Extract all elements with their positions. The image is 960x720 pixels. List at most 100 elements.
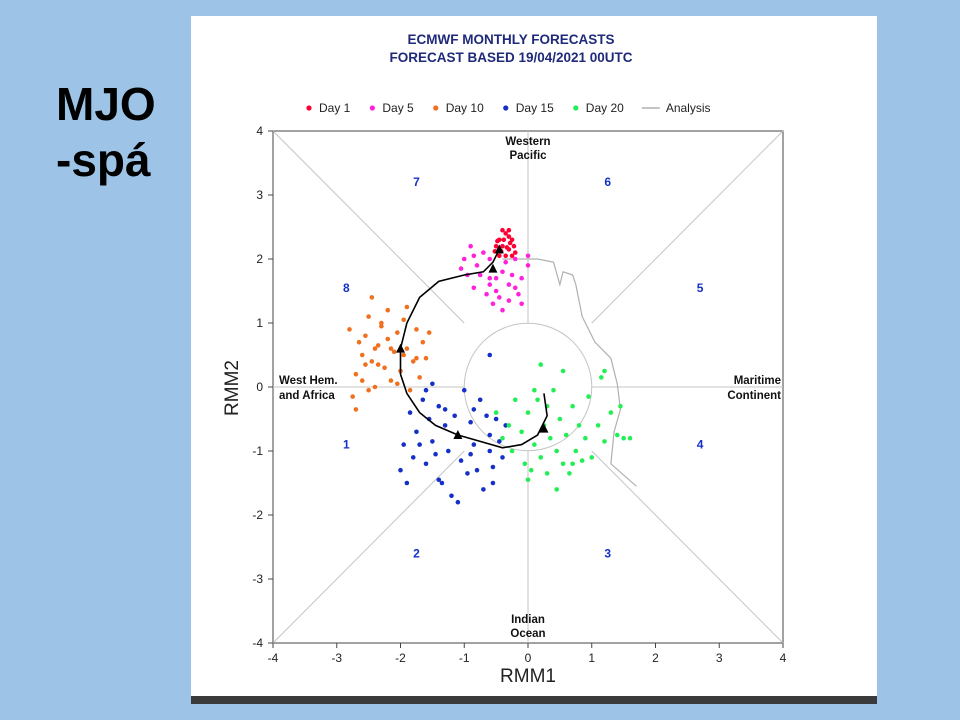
legend-marker xyxy=(369,105,375,111)
data-point xyxy=(433,451,438,457)
data-point xyxy=(465,471,470,476)
data-point xyxy=(516,291,521,297)
region-label-bottom: Indian xyxy=(511,614,545,626)
data-point xyxy=(503,231,508,236)
legend-label: Day 20 xyxy=(586,101,624,115)
data-point xyxy=(522,461,528,467)
data-point xyxy=(347,327,352,332)
data-point xyxy=(461,256,467,262)
analysis-line xyxy=(502,258,637,487)
data-point xyxy=(497,439,502,444)
data-point xyxy=(414,327,419,332)
y-tick-label: -1 xyxy=(252,444,263,458)
data-point xyxy=(627,435,633,441)
data-point xyxy=(560,368,566,374)
data-point xyxy=(538,362,544,367)
data-point xyxy=(525,477,531,483)
forecast-figure: ECMWF MONTHLY FORECASTS FORECAST BASED 1… xyxy=(191,16,877,696)
legend-label: Day 10 xyxy=(446,101,484,115)
diagonal-line xyxy=(591,450,784,644)
data-point xyxy=(379,320,384,326)
data-point xyxy=(579,458,585,463)
data-point xyxy=(618,403,623,409)
x-tick-label: 2 xyxy=(652,651,659,665)
data-point xyxy=(369,359,375,364)
y-tick-label: 4 xyxy=(256,124,263,138)
slide-title-line-1: MJO xyxy=(56,78,156,130)
x-tick-label: 4 xyxy=(780,651,787,665)
data-point xyxy=(495,238,500,244)
region-label-left: West Hem. xyxy=(279,375,338,387)
data-point xyxy=(468,243,473,249)
data-point xyxy=(363,333,368,339)
data-point xyxy=(532,387,537,393)
data-point xyxy=(410,455,416,460)
data-point xyxy=(446,448,451,454)
phase-number: 6 xyxy=(604,175,611,189)
data-point xyxy=(477,272,483,278)
data-point xyxy=(417,375,422,380)
data-point xyxy=(461,387,467,393)
data-point xyxy=(583,435,588,441)
data-point xyxy=(401,352,406,358)
data-point xyxy=(414,429,419,435)
data-point xyxy=(570,461,575,467)
data-point xyxy=(551,387,556,393)
data-point xyxy=(481,250,486,255)
data-point xyxy=(535,397,540,403)
data-point xyxy=(504,245,510,250)
data-point xyxy=(602,368,607,374)
data-point xyxy=(417,442,422,447)
x-tick-label: 0 xyxy=(525,651,532,665)
data-point xyxy=(407,410,413,415)
phase-number: 8 xyxy=(343,281,350,295)
data-point xyxy=(586,394,591,399)
data-point xyxy=(503,253,508,259)
data-point xyxy=(484,291,489,297)
y-tick-label: 1 xyxy=(256,316,263,330)
data-point xyxy=(506,227,512,233)
data-point xyxy=(519,301,524,307)
y-tick-label: 2 xyxy=(256,252,263,266)
region-label-top: Western xyxy=(505,136,550,148)
data-point xyxy=(490,301,496,307)
data-point xyxy=(471,407,477,412)
mjo-phase-diagram: ECMWF MONTHLY FORECASTS FORECAST BASED 1… xyxy=(222,32,787,687)
data-point xyxy=(395,330,400,335)
data-point xyxy=(487,448,493,454)
data-point xyxy=(487,275,493,281)
data-point xyxy=(442,407,448,412)
data-point xyxy=(407,387,413,393)
data-point xyxy=(589,455,595,460)
region-label-left: and Africa xyxy=(279,390,335,402)
ensemble-mean-line xyxy=(399,249,548,449)
data-point xyxy=(372,346,378,351)
data-point xyxy=(567,471,572,476)
data-point xyxy=(493,410,499,415)
data-point xyxy=(570,403,575,409)
diagonal-line xyxy=(591,130,784,324)
x-tick-label: -2 xyxy=(395,651,406,665)
data-point xyxy=(423,355,429,361)
data-point xyxy=(509,448,515,454)
data-point xyxy=(487,352,493,358)
legend-marker xyxy=(573,105,579,111)
data-point xyxy=(487,282,493,287)
data-point xyxy=(375,362,381,367)
data-point xyxy=(404,304,410,310)
data-point xyxy=(500,269,505,275)
data-point xyxy=(372,384,378,390)
data-point xyxy=(554,487,559,492)
data-point xyxy=(621,435,626,441)
data-point xyxy=(369,295,375,300)
data-point xyxy=(519,275,524,281)
ensemble-mean-marker xyxy=(396,343,405,353)
data-point xyxy=(525,253,531,259)
legend: Day 1 Day 5 Day 10 Day 15 Day 20 Analysis xyxy=(306,101,711,115)
data-point xyxy=(410,359,416,364)
data-point xyxy=(420,397,426,403)
y-tick-label: -4 xyxy=(252,636,263,650)
data-point xyxy=(436,403,442,409)
data-point xyxy=(500,455,505,460)
region-label-right: Maritime xyxy=(734,375,781,387)
